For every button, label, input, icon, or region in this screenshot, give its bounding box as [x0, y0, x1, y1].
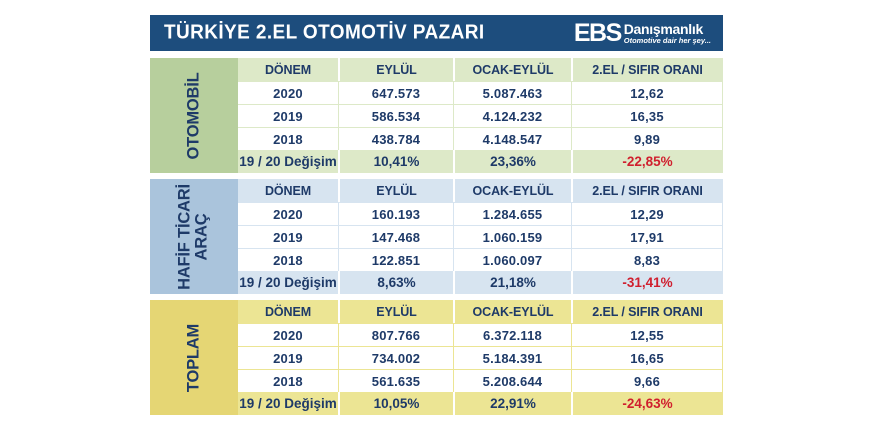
cell-oran: 12,29	[571, 203, 722, 225]
section-otomobil: OTOMOBİL DÖNEM EYLÜL OCAK-EYLÜL 2.EL / S…	[150, 58, 723, 173]
section-toplam-label: TOPLAM	[184, 323, 203, 392]
cell-change-label: 19 / 20 Değişim	[239, 275, 337, 290]
cell-change-ocak-eylul: 23,36%	[453, 150, 571, 173]
cell-year: 2020	[273, 206, 303, 222]
column-header-oran: 2.EL / SIFIR ORANI	[571, 300, 722, 323]
cell-year: 2019	[273, 229, 303, 245]
cell-ocak-eylul: 5.087.463	[453, 82, 571, 104]
cell-oran: 17,91	[571, 226, 722, 248]
section-hafif-ticari-label-block: HAFİF TİCARİ ARAÇ	[150, 179, 238, 294]
table-header-row: DÖNEM EYLÜL OCAK-EYLÜL 2.EL / SIFIR ORAN…	[238, 179, 722, 202]
title-bar: TÜRKİYE 2.EL OTOMOTİV PAZARI EBS Danışma…	[150, 15, 723, 51]
cell-ocak-eylul: 6.372.118	[453, 324, 571, 346]
cell-change-eylul: 8,63%	[338, 271, 453, 294]
cell-eylul: 807.766	[338, 324, 453, 346]
cell-ocak-eylul: 4.148.547	[453, 128, 571, 150]
cell-ocak-eylul: 1.060.097	[453, 249, 571, 271]
cell-eylul: 122.851	[338, 249, 453, 271]
cell-eylul: 647.573	[338, 82, 453, 104]
cell-oran: 9,66	[571, 370, 722, 392]
section-hafif-ticari-table: DÖNEM EYLÜL OCAK-EYLÜL 2.EL / SIFIR ORAN…	[238, 179, 723, 294]
cell-change-oran-negative: -22,85%	[571, 150, 722, 173]
cell-eylul: 734.002	[338, 347, 453, 369]
cell-year: 2018	[273, 373, 303, 389]
report-board: TÜRKİYE 2.EL OTOMOTİV PAZARI EBS Danışma…	[150, 0, 723, 415]
cell-change-ocak-eylul: 21,18%	[453, 271, 571, 294]
table-row: 2020 647.573 5.087.463 12,62	[238, 81, 722, 104]
section-toplam: TOPLAM DÖNEM EYLÜL OCAK-EYLÜL 2.EL / SIF…	[150, 300, 723, 415]
cell-ocak-eylul: 1.060.159	[453, 226, 571, 248]
cell-year: 2020	[273, 85, 303, 101]
cell-year: 2020	[273, 327, 303, 343]
cell-oran: 16,35	[571, 105, 722, 127]
column-header-eylul: EYLÜL	[338, 179, 453, 202]
table-change-row: 19 / 20 Değişim 8,63% 21,18% -31,41%	[238, 271, 722, 294]
column-header-donem: DÖNEM	[264, 183, 312, 198]
cell-ocak-eylul: 4.124.232	[453, 105, 571, 127]
column-header-eylul: EYLÜL	[338, 300, 453, 323]
ebs-logo-mark: EBS	[573, 18, 622, 47]
column-header-ocak-eylul: OCAK-EYLÜL	[453, 179, 571, 202]
cell-oran: 16,65	[571, 347, 722, 369]
column-header-ocak-eylul: OCAK-EYLÜL	[453, 300, 571, 323]
section-otomobil-table: DÖNEM EYLÜL OCAK-EYLÜL 2.EL / SIFIR ORAN…	[238, 58, 723, 173]
cell-change-oran-negative: -24,63%	[571, 392, 722, 415]
table-row: 2019 734.002 5.184.391 16,65	[238, 346, 722, 369]
cell-change-eylul: 10,05%	[338, 392, 453, 415]
cell-oran: 8,83	[571, 249, 722, 271]
table-change-row: 19 / 20 Değişim 10,41% 23,36% -22,85%	[238, 150, 722, 173]
table-row: 2020 807.766 6.372.118 12,55	[238, 323, 722, 346]
cell-change-eylul: 10,41%	[338, 150, 453, 173]
section-toplam-label-block: TOPLAM	[150, 300, 238, 415]
ebs-logo: EBS Danışmanlık Otomotive dair her şey..…	[573, 18, 711, 47]
table-row: 2018 438.784 4.148.547 9,89	[238, 127, 722, 150]
column-header-oran: 2.EL / SIFIR ORANI	[571, 58, 722, 81]
cell-change-ocak-eylul: 22,91%	[453, 392, 571, 415]
cell-ocak-eylul: 5.184.391	[453, 347, 571, 369]
column-header-oran: 2.EL / SIFIR ORANI	[571, 179, 722, 202]
table-row: 2019 147.468 1.060.159 17,91	[238, 225, 722, 248]
cell-oran: 12,55	[571, 324, 722, 346]
column-header-donem: DÖNEM	[264, 304, 312, 319]
cell-year: 2018	[273, 252, 303, 268]
cell-year: 2019	[273, 108, 303, 124]
cell-eylul: 586.534	[338, 105, 453, 127]
column-header-ocak-eylul: OCAK-EYLÜL	[453, 58, 571, 81]
table-header-row: DÖNEM EYLÜL OCAK-EYLÜL 2.EL / SIFIR ORAN…	[238, 300, 722, 323]
cell-year: 2018	[273, 131, 303, 147]
cell-change-oran-negative: -31,41%	[571, 271, 722, 294]
table-change-row: 19 / 20 Değişim 10,05% 22,91% -24,63%	[238, 392, 722, 415]
ebs-logo-name: Danışmanlık	[623, 20, 703, 37]
section-toplam-table: DÖNEM EYLÜL OCAK-EYLÜL 2.EL / SIFIR ORAN…	[238, 300, 723, 415]
section-otomobil-label-block: OTOMOBİL	[150, 58, 238, 173]
page-title: TÜRKİYE 2.EL OTOMOTİV PAZARI	[164, 21, 485, 44]
cell-ocak-eylul: 1.284.655	[453, 203, 571, 225]
cell-oran: 12,62	[571, 82, 722, 104]
column-header-eylul: EYLÜL	[338, 58, 453, 81]
cell-oran: 9,89	[571, 128, 722, 150]
table-row: 2019 586.534 4.124.232 16,35	[238, 104, 722, 127]
section-hafif-ticari: HAFİF TİCARİ ARAÇ DÖNEM EYLÜL OCAK-EYLÜL…	[150, 179, 723, 294]
cell-change-label: 19 / 20 Değişim	[239, 396, 337, 411]
table-row: 2020 160.193 1.284.655 12,29	[238, 202, 722, 225]
cell-eylul: 147.468	[338, 226, 453, 248]
column-header-donem: DÖNEM	[264, 62, 312, 77]
table-header-row: DÖNEM EYLÜL OCAK-EYLÜL 2.EL / SIFIR ORAN…	[238, 58, 722, 81]
cell-ocak-eylul: 5.208.644	[453, 370, 571, 392]
cell-eylul: 561.635	[338, 370, 453, 392]
cell-eylul: 438.784	[338, 128, 453, 150]
section-hafif-ticari-label: HAFİF TİCARİ ARAÇ	[175, 183, 211, 290]
ebs-logo-text: Danışmanlık Otomotive dair her şey...	[624, 22, 711, 45]
cell-change-label: 19 / 20 Değişim	[239, 154, 337, 169]
ebs-logo-tagline: Otomotive dair her şey...	[623, 35, 711, 45]
cell-year: 2019	[273, 350, 303, 366]
section-otomobil-label: OTOMOBİL	[184, 72, 203, 160]
table-row: 2018 561.635 5.208.644 9,66	[238, 369, 722, 392]
table-row: 2018 122.851 1.060.097 8,83	[238, 248, 722, 271]
cell-eylul: 160.193	[338, 203, 453, 225]
